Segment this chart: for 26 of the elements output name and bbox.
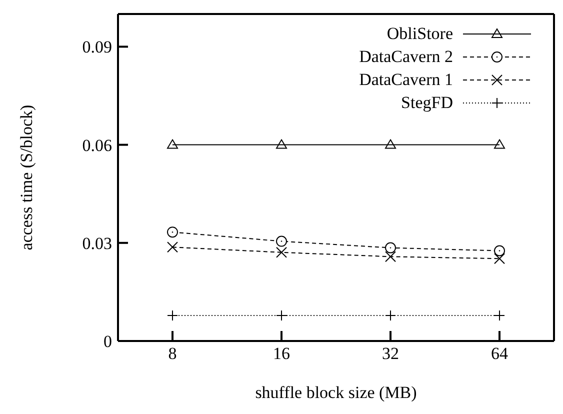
point: [494, 245, 505, 256]
y-tick-label: 0.03: [82, 234, 112, 253]
point: [167, 226, 178, 238]
point: [276, 246, 287, 258]
x-tick-label: 8: [168, 344, 177, 364]
legend-label: StegFD: [401, 92, 453, 112]
point: [167, 242, 178, 253]
y-tick-label: 0.09: [82, 38, 112, 57]
point: [167, 139, 178, 149]
legend-label: ObliStore: [386, 24, 453, 44]
legend-label: DataCavern 2: [359, 46, 453, 66]
point: [276, 236, 287, 247]
y-axis-title: access time (S/block): [17, 104, 36, 250]
x-tick-label: 64: [491, 344, 508, 364]
y-tick-label: 0: [104, 332, 112, 352]
point: [385, 242, 396, 254]
point: [385, 139, 396, 149]
point: [494, 139, 505, 149]
point: [494, 253, 505, 264]
x-tick-label: 32: [382, 344, 399, 364]
point: [385, 251, 396, 262]
y-tick-label: 0.06: [82, 136, 112, 155]
point: [276, 139, 287, 149]
legend-label: DataCavern 1: [359, 70, 453, 90]
x-axis-title: shuffle block size (MB): [255, 383, 417, 402]
x-tick-label: 16: [273, 344, 290, 364]
